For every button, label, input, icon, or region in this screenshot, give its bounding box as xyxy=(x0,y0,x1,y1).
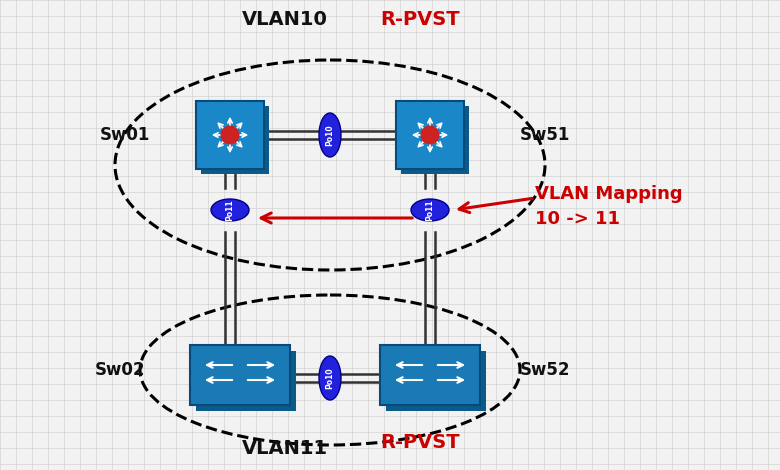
Text: VLAN11: VLAN11 xyxy=(242,439,328,458)
Text: Po11: Po11 xyxy=(225,199,235,221)
FancyBboxPatch shape xyxy=(196,101,264,169)
Text: Sw02: Sw02 xyxy=(94,361,145,379)
Text: Po11: Po11 xyxy=(426,199,434,221)
Ellipse shape xyxy=(411,199,449,221)
Text: Sw01: Sw01 xyxy=(100,126,151,144)
Ellipse shape xyxy=(211,199,249,221)
FancyBboxPatch shape xyxy=(201,106,269,174)
Ellipse shape xyxy=(319,356,341,400)
Text: Sw51: Sw51 xyxy=(519,126,570,144)
Ellipse shape xyxy=(319,113,341,157)
FancyBboxPatch shape xyxy=(196,351,296,411)
Circle shape xyxy=(222,126,239,144)
Text: Po10: Po10 xyxy=(325,367,335,389)
Text: VLAN Mapping
10 -> 11: VLAN Mapping 10 -> 11 xyxy=(535,185,682,228)
Text: Po10: Po10 xyxy=(325,124,335,146)
Circle shape xyxy=(421,126,439,144)
Text: VLAN10: VLAN10 xyxy=(242,10,328,29)
FancyBboxPatch shape xyxy=(190,345,290,405)
Text: Sw52: Sw52 xyxy=(519,361,570,379)
FancyBboxPatch shape xyxy=(380,345,480,405)
FancyBboxPatch shape xyxy=(396,101,464,169)
Text: R-PVST: R-PVST xyxy=(380,433,460,452)
FancyBboxPatch shape xyxy=(401,106,469,174)
FancyBboxPatch shape xyxy=(386,351,486,411)
Text: R-PVST: R-PVST xyxy=(380,10,460,29)
